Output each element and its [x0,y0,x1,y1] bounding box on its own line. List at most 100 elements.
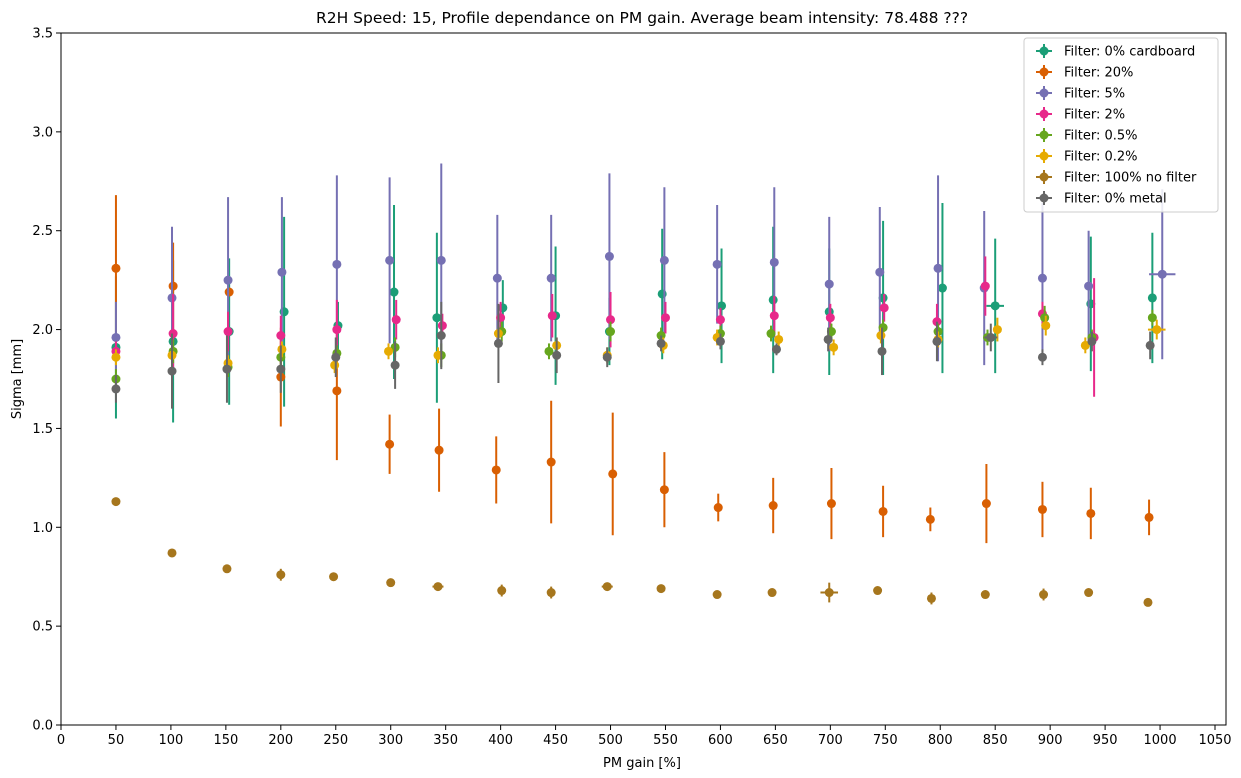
data-point [168,329,178,339]
legend-label: Filter: 0% cardboard [1064,45,1195,60]
data-point [659,255,669,265]
y-axis-title: Sigma [mm] [10,339,25,419]
data-point [829,342,839,352]
data-point [167,366,177,376]
data-point [1037,352,1047,362]
legend-label: Filter: 100% no filter [1064,171,1197,186]
x-tick-label: 0 [57,733,65,748]
x-tick-label: 800 [928,733,953,748]
data-point [937,283,947,293]
data-point [111,332,121,342]
data-point [992,325,1002,335]
legend-item: Filter: 2% [1036,107,1125,123]
y-tick-label: 2.5 [32,224,53,239]
data-point [1147,313,1157,323]
data-point [222,564,232,574]
data-point [823,334,833,344]
data-point [925,514,935,524]
plot-frame [60,32,1227,726]
data-point [547,311,557,321]
data-point [167,293,177,303]
data-point [385,255,395,265]
data-point [1087,336,1097,346]
y-axis: 0.0 0.5 1.0 1.5 2.0 2.5 3.0 3.5 [32,27,61,734]
data-point [1145,340,1155,350]
data-point [875,267,885,277]
data-point [168,281,178,291]
plot-marks [111,163,1176,607]
x-tick-label: 750 [873,733,898,748]
legend-item: Filter: 20% [1036,65,1133,81]
legend-label: Filter: 0.2% [1064,150,1138,165]
data-point [276,331,286,341]
data-point [277,267,287,277]
y-tick-label: 2.0 [32,323,53,338]
legend-label: Filter: 0% metal [1064,192,1167,207]
x-tick-label: 700 [818,733,843,748]
data-point [111,497,121,507]
data-point [824,279,834,289]
legend-item: Filter: 0% metal [1036,191,1167,207]
data-point [492,273,502,283]
data-point [877,346,887,356]
x-tick-label: 1050 [1198,733,1231,748]
series-1 [111,195,1154,544]
data-point [1144,512,1154,522]
data-point [1037,273,1047,283]
x-tick-label: 950 [1093,733,1118,748]
data-point [768,501,778,511]
data-point [332,259,342,269]
legend-item: Filter: 100% no filter [1036,170,1197,186]
data-point [826,499,836,509]
data-point [712,590,722,600]
data-point [926,593,936,603]
data-point [656,338,666,348]
data-point [606,315,616,325]
legend-marker [1039,193,1049,203]
x-tick-label: 400 [488,733,513,748]
legend: Filter: 0% cardboard Filter: 20% Filter: 5… [1023,37,1219,213]
data-point [1037,504,1047,514]
data-point [384,346,394,356]
data-point [1039,590,1049,600]
data-point [717,301,727,311]
data-point [546,457,556,467]
data-point [980,281,990,291]
legend-item: Filter: 0.2% [1036,149,1138,165]
data-point [436,255,446,265]
data-point [878,506,888,516]
data-point [111,384,121,394]
data-point [771,344,781,354]
x-tick-label: 550 [653,733,678,748]
legend-label: Filter: 0.5% [1064,129,1138,144]
data-point [330,360,340,370]
data-point [873,586,883,596]
data-point [437,321,447,331]
legend-marker [1039,109,1049,119]
data-point [223,275,233,285]
chart-title: R2H Speed: 15, Profile dependance on PM … [316,9,968,27]
y-tick-label: 1.5 [32,422,53,437]
series-6 [111,497,1153,607]
x-tick-label: 100 [158,733,183,748]
data-point [433,350,443,360]
data-point [768,295,778,305]
x-tick-label: 50 [108,733,125,748]
data-point [660,313,670,323]
x-tick-label: 600 [708,733,733,748]
legend-marker [1039,151,1049,161]
data-point [544,346,554,356]
x-tick-label: 850 [983,733,1008,748]
data-point [329,572,339,582]
data-point [1041,321,1051,331]
data-point [223,327,233,337]
x-tick-label: 1000 [1144,733,1177,748]
data-point [713,503,723,513]
data-point [1086,508,1096,518]
data-point [604,251,614,261]
data-point [656,584,666,594]
data-point [111,263,121,273]
data-point [111,352,121,362]
data-point [491,465,501,475]
